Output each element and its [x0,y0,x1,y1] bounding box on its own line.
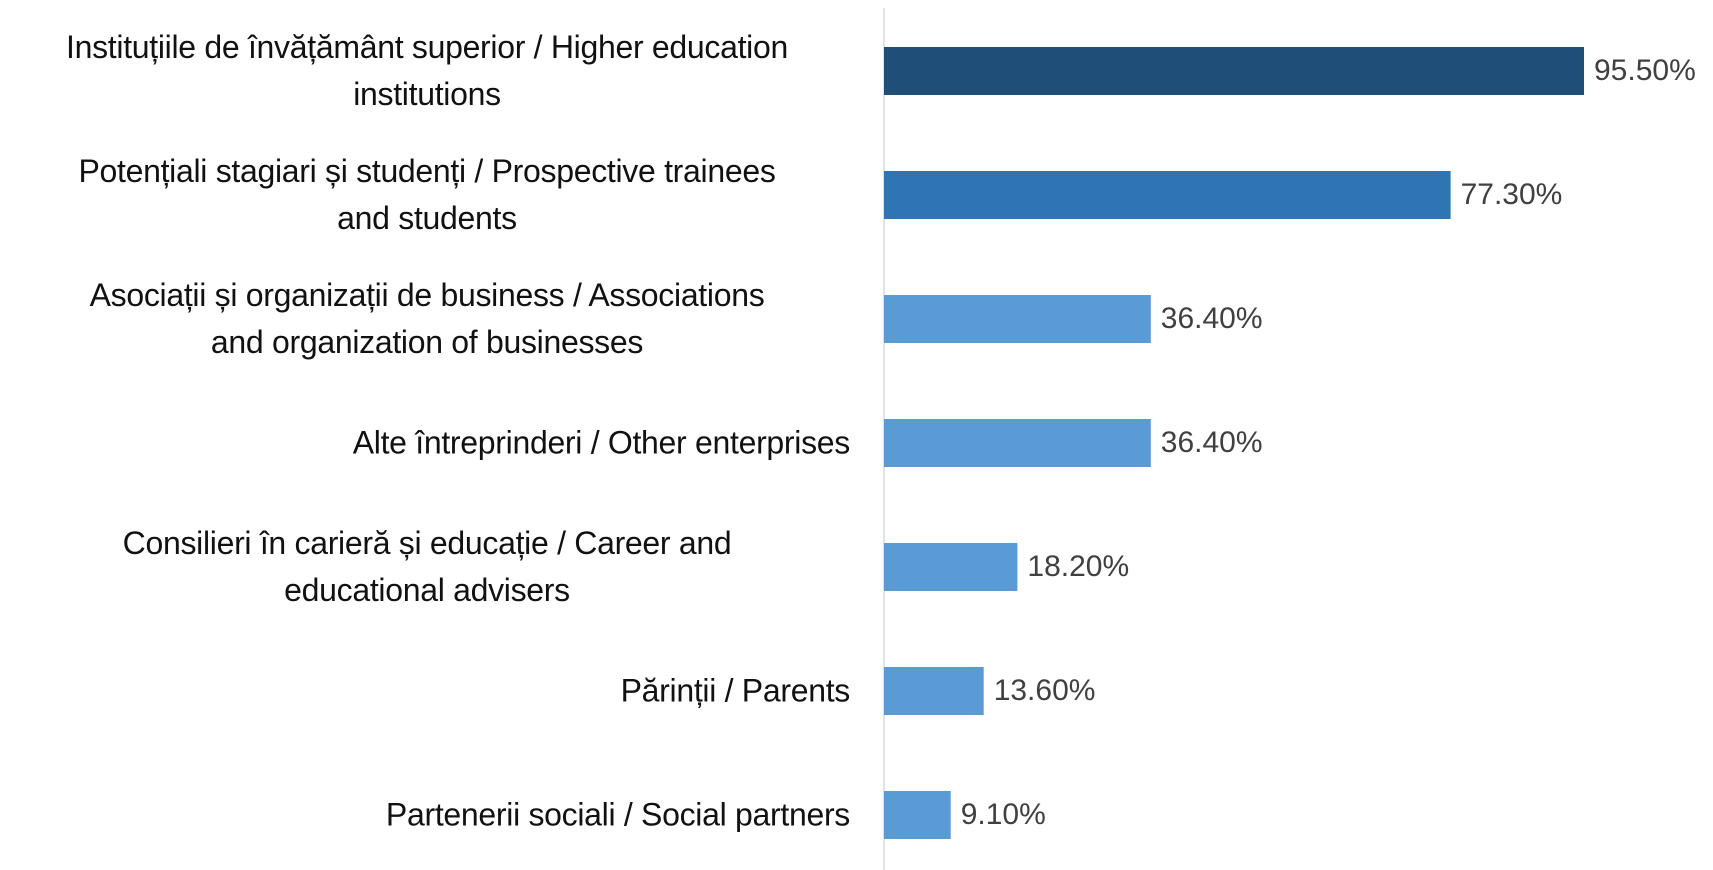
bar [884,667,984,715]
value-label: 36.40% [1161,302,1263,335]
category-label: Partenerii sociali / Social partners [385,796,850,833]
category-label: Instituțiile de învățământ superior / Hi… [66,29,788,112]
category-label: Părinții / Parents [620,672,851,709]
bar [884,419,1151,467]
value-label: 36.40% [1161,426,1263,459]
bar [884,543,1018,591]
category-label: Asociații și organizații de business / A… [89,277,765,360]
value-label: 9.10% [961,798,1046,831]
bar [884,791,951,839]
value-label: 77.30% [1461,178,1563,211]
category-label: Alte întreprinderi / Other enterprises [352,424,851,461]
bar [884,47,1585,95]
category-label: Consilieri în carieră și educație / Care… [122,525,732,608]
bar [884,295,1151,343]
value-label: 18.20% [1027,550,1129,583]
value-label: 13.60% [994,674,1096,707]
value-label: 95.50% [1594,54,1696,87]
bar [884,171,1451,219]
category-label: Potențiali stagiari și studenți / Prospe… [78,153,776,236]
